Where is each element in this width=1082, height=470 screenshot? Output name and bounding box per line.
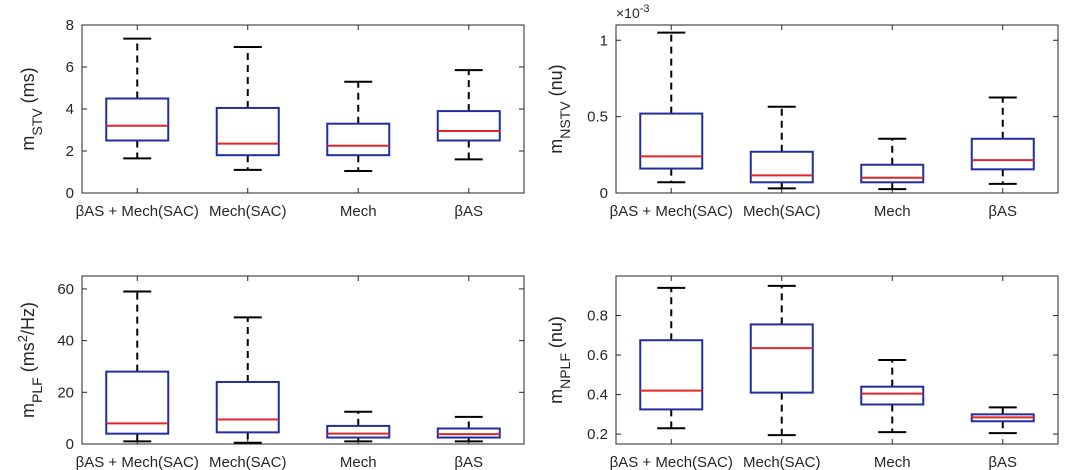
box-4 [970, 406, 1035, 435]
exponent-base: ×10 [616, 5, 640, 21]
box-2 [749, 284, 814, 437]
interquartile-box [436, 110, 501, 142]
plot-frame [81, 275, 525, 445]
interquartile-box [326, 424, 391, 439]
interquartile-box [860, 385, 925, 406]
x-tick-label: Mech(SAC) [209, 203, 287, 220]
interquartile-box [749, 150, 814, 184]
y-tick-label: 8 [66, 17, 74, 34]
box-2 [215, 316, 280, 444]
x-tick-label: Mech(SAC) [743, 454, 821, 470]
exponent-power: -3 [640, 3, 650, 15]
y-axis-label-superscript: 2 [15, 335, 30, 342]
box-4 [436, 415, 501, 443]
interquartile-box [215, 380, 280, 434]
y-axis-label: mPLF (ms2/Hz) [15, 302, 46, 418]
y-axis-label-main: m [18, 403, 38, 418]
box-3 [326, 410, 391, 443]
y-tick-label: 0 [600, 185, 608, 202]
y-axis-label-subscript: STV [29, 108, 45, 136]
plot-frame [615, 275, 1059, 445]
box-1 [639, 31, 704, 184]
y-axis-label-main: m [546, 139, 566, 154]
interquartile-box [639, 112, 704, 170]
y-axis-label-main: m [546, 389, 566, 404]
chart-panel-2: 0 0.5 1 βAS + Mech(SAC) Mech(SAC) Mech βAS ×10-… [546, 3, 1059, 220]
x-tick-label: βAS + Mech(SAC) [610, 454, 733, 470]
y-tick-label: 0 [66, 436, 74, 453]
box-4 [970, 96, 1035, 185]
x-tick-label: Mech(SAC) [209, 454, 287, 470]
y-axis-label-unit: (nu) [546, 316, 566, 353]
y-axis-label-unit-end: /Hz) [18, 302, 38, 335]
y-tick-label: 0.6 [587, 347, 608, 364]
y-tick-label: 40 [57, 333, 74, 350]
y-tick-label: 0.4 [587, 387, 608, 404]
x-tick-label: βAS + Mech(SAC) [610, 203, 733, 220]
y-tick-label: 0.2 [587, 426, 608, 443]
y-axis-label-unit: (ms) [18, 67, 38, 108]
x-tick-label: βAS [454, 454, 483, 470]
y-tick-label: 60 [57, 281, 74, 298]
box-2 [749, 105, 814, 190]
box-3 [860, 137, 925, 191]
x-tick-label: Mech [874, 454, 911, 470]
interquartile-box [860, 163, 925, 184]
x-tick-label: βAS [988, 454, 1017, 470]
y-tick-label: 2 [66, 143, 74, 160]
interquartile-box [105, 370, 170, 435]
y-axis-label: mNPLF (nu) [546, 316, 573, 404]
axis-exponent-label: ×10-3 [616, 3, 650, 21]
interquartile-box [749, 323, 814, 394]
x-tick-label: βAS + Mech(SAC) [76, 454, 199, 470]
box-4 [436, 69, 501, 161]
y-tick-label: 4 [66, 101, 74, 118]
box-2 [215, 46, 280, 171]
x-tick-label: Mech(SAC) [743, 203, 821, 220]
y-tick-label: 0.8 [587, 308, 608, 325]
x-tick-label: Mech [340, 454, 377, 470]
box-1 [105, 37, 170, 160]
y-axis-label: mSTV (ms) [18, 67, 45, 150]
interquartile-box [105, 97, 170, 142]
y-axis-label-unit: (ms [18, 342, 38, 377]
box-3 [326, 80, 391, 172]
interquartile-box [639, 339, 704, 411]
x-tick-label: βAS [454, 203, 483, 220]
y-tick-label: 0.5 [587, 109, 608, 126]
plot-frame [81, 24, 525, 194]
y-axis-label-subscript: NPLF [557, 353, 573, 389]
y-tick-label: 6 [66, 59, 74, 76]
y-tick-label: 1 [600, 32, 608, 49]
box-1 [639, 286, 704, 430]
x-tick-label: Mech [340, 203, 377, 220]
y-axis-label-main: m [18, 136, 38, 151]
y-tick-label: 20 [57, 384, 74, 401]
interquartile-box [436, 427, 501, 439]
interquartile-box [970, 137, 1035, 171]
y-axis-label-unit: (nu) [546, 64, 566, 101]
interquartile-box [326, 122, 391, 157]
box-3 [860, 359, 925, 434]
chart-panel-4: 0.2 0.4 0.6 0.8 βAS + Mech(SAC) Mech(SAC) Mech… [546, 275, 1059, 470]
x-tick-label: Mech [874, 203, 911, 220]
y-axis-label-subscript: NSTV [557, 101, 573, 139]
box-1 [105, 290, 170, 443]
y-axis-label: mNSTV (nu) [546, 64, 573, 153]
chart-panel-1: 0 2 4 6 8 βAS + Mech(SAC) Mech(SAC) Mech βAS mSTV… [18, 17, 525, 220]
interquartile-box [215, 106, 280, 157]
x-tick-label: βAS [988, 203, 1017, 220]
x-tick-label: βAS + Mech(SAC) [76, 203, 199, 220]
y-axis-label-subscript: PLF [29, 377, 45, 403]
plot-frame [615, 24, 1059, 194]
chart-panel-3: 0 20 40 60 βAS + Mech(SAC) Mech(SAC) Mech βAS mP… [15, 275, 525, 470]
y-tick-label: 0 [66, 185, 74, 202]
